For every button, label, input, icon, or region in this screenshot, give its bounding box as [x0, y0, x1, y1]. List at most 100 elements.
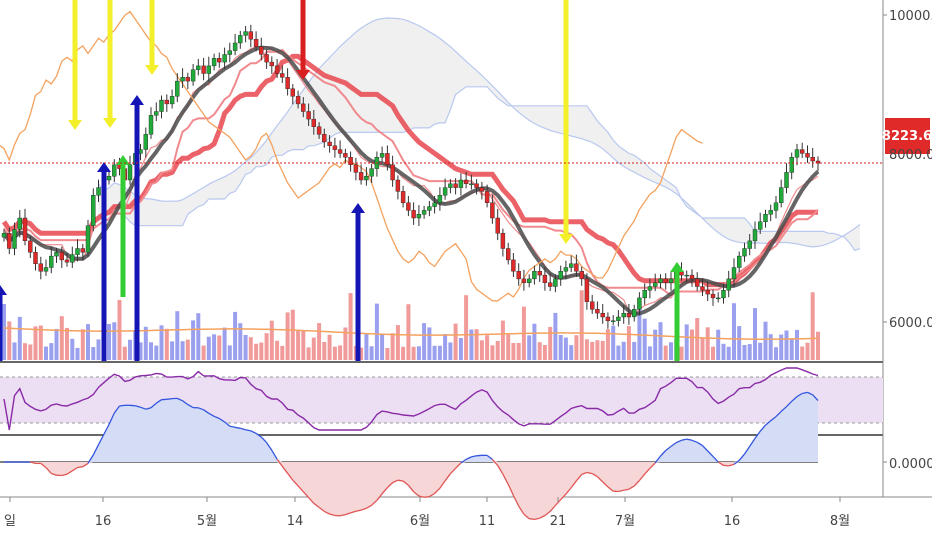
volume-bar [474, 329, 479, 360]
osc-line-segment [329, 513, 336, 517]
volume-bar [233, 311, 238, 360]
candle-body [274, 65, 280, 74]
volume-bar [579, 290, 584, 360]
candle-body [348, 156, 353, 165]
osc-line-segment [250, 430, 257, 434]
x-tick-label: 일 [4, 514, 16, 529]
osc-line-segment [392, 479, 399, 484]
osc-line-segment [360, 507, 367, 511]
volume-bar [364, 333, 369, 360]
osc-positive-fill [4, 392, 818, 462]
volume-bar [516, 342, 521, 360]
candle-body [432, 202, 437, 207]
volume-bar [12, 342, 17, 360]
signal-arrow-head [145, 65, 159, 75]
candle-body [127, 164, 133, 181]
candle-body [385, 153, 390, 165]
osc-line-segment [743, 446, 751, 455]
candle-body [794, 149, 800, 158]
candle-body [337, 149, 343, 154]
osc-line-segment [255, 432, 262, 438]
candle-body [668, 278, 674, 283]
osc-line-segment [733, 459, 740, 465]
volume-bar [695, 318, 700, 360]
volume-bar [611, 325, 616, 360]
osc-line-segment [292, 479, 299, 487]
volume-bar [206, 336, 211, 360]
volume-bar [338, 345, 343, 360]
candle-body [611, 320, 616, 322]
signal-arrow-head [670, 262, 684, 272]
volume-bar [590, 341, 595, 360]
volume-bar [254, 343, 259, 360]
volume-bar [91, 347, 96, 360]
osc-line-segment [654, 455, 662, 464]
volume-bar [537, 342, 542, 360]
osc-line-segment [381, 487, 388, 495]
oscillator-panel [0, 391, 819, 521]
candle-body [290, 88, 295, 97]
candle-body [54, 252, 59, 257]
signal-arrow-head [97, 162, 111, 172]
osc-line-segment [628, 485, 635, 490]
osc-line-segment [476, 454, 482, 457]
candle-body [243, 31, 248, 36]
signal-arrow-head [116, 155, 130, 165]
candle-body [458, 179, 464, 188]
volume-bar [626, 326, 631, 360]
osc-line-segment [71, 466, 78, 472]
osc-line-segment [245, 429, 251, 432]
candle-body [548, 282, 553, 287]
osc-line-segment [607, 486, 614, 492]
osc-line-segment [649, 462, 656, 469]
candle-body [353, 164, 359, 173]
volume-bar [500, 320, 505, 360]
candle-body [542, 274, 548, 283]
candle-body [689, 274, 695, 280]
volume-bar [306, 347, 311, 360]
volume-bar [658, 322, 663, 360]
candle-body [253, 39, 259, 48]
volume-bar [605, 329, 610, 360]
volume-bar [290, 309, 295, 360]
volume-bar [763, 321, 768, 360]
osc-line-segment [397, 479, 404, 482]
osc-line-segment [486, 454, 493, 460]
candle-body [390, 164, 395, 181]
candle-body [647, 286, 653, 291]
volume-bar [789, 339, 794, 360]
osc-line-segment [560, 493, 567, 501]
candle-body [779, 187, 784, 204]
osc-line-segment [660, 450, 667, 457]
osc-line-segment [780, 406, 787, 412]
candle-body [490, 202, 495, 219]
osc-line-segment [596, 476, 604, 483]
volume-bar [269, 320, 274, 360]
osc-line-segment [198, 407, 204, 411]
candle-body [506, 248, 511, 261]
candle-body [437, 194, 443, 203]
osc-line-segment [271, 449, 278, 460]
candle-body [553, 278, 558, 287]
volume-bar [28, 344, 33, 360]
candle-body [653, 282, 658, 287]
candle-body [112, 164, 117, 177]
candle-body [605, 316, 611, 321]
candle-body [264, 54, 269, 63]
volume-bar [432, 345, 437, 360]
volume-bar [175, 311, 180, 360]
candle-body [537, 271, 542, 276]
candle-body [632, 309, 637, 318]
candle-body [43, 267, 49, 272]
volume-bar [117, 299, 122, 360]
osc-line-segment [413, 491, 420, 497]
osc-line-segment [302, 491, 310, 499]
candle-body [217, 58, 222, 63]
volume-bar [164, 328, 169, 360]
candle-body [358, 172, 364, 181]
candle-body [259, 46, 264, 55]
osc-line-segment [554, 499, 562, 506]
volume-bar [222, 327, 227, 360]
candle-body [159, 99, 164, 112]
baseline-line [1, 53, 818, 288]
